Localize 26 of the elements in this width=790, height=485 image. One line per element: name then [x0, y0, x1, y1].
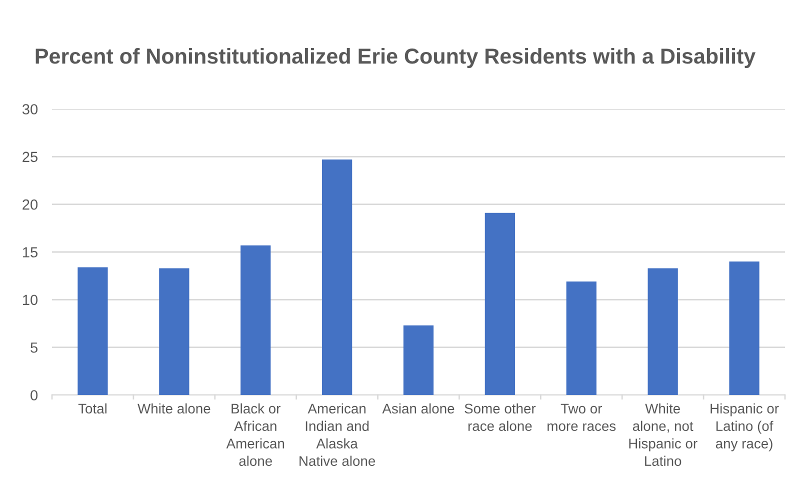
x-tick-label: Two or more races	[548, 404, 616, 432]
x-tick-label: American Indian and Alaska Native alone	[300, 403, 376, 466]
y-tick-label: 10	[23, 294, 38, 306]
x-tick-label: White alone	[138, 403, 210, 414]
bar	[484, 212, 516, 395]
bar	[403, 325, 434, 395]
x-tick-label: Asian alone	[382, 403, 454, 414]
bar	[159, 268, 190, 395]
bar	[566, 282, 596, 395]
bar	[322, 160, 352, 395]
bar	[78, 267, 108, 395]
x-tick-label: Some other race alone	[464, 403, 536, 432]
y-tick-label: 0	[30, 390, 38, 400]
x-tick-label: White alone, not Hispanic or Latino	[629, 403, 698, 466]
bar	[729, 262, 760, 395]
y-tick-label: 25	[22, 152, 38, 162]
bar	[648, 268, 678, 395]
chart-title: Percent of Noninstitutionalized Erie County Residents with a Disability	[36, 48, 756, 68]
y-tick-label: 30	[22, 104, 38, 114]
y-tick-label: 5	[30, 342, 38, 353]
bar	[240, 245, 271, 395]
y-tick-label: 15	[23, 247, 38, 258]
x-tick-label: Total	[78, 403, 106, 414]
x-tick-label: Black or African American alone	[226, 403, 284, 466]
y-tick-label: 20	[22, 199, 38, 210]
x-tick-label: Hispanic or Latino (of any race)	[710, 403, 779, 452]
